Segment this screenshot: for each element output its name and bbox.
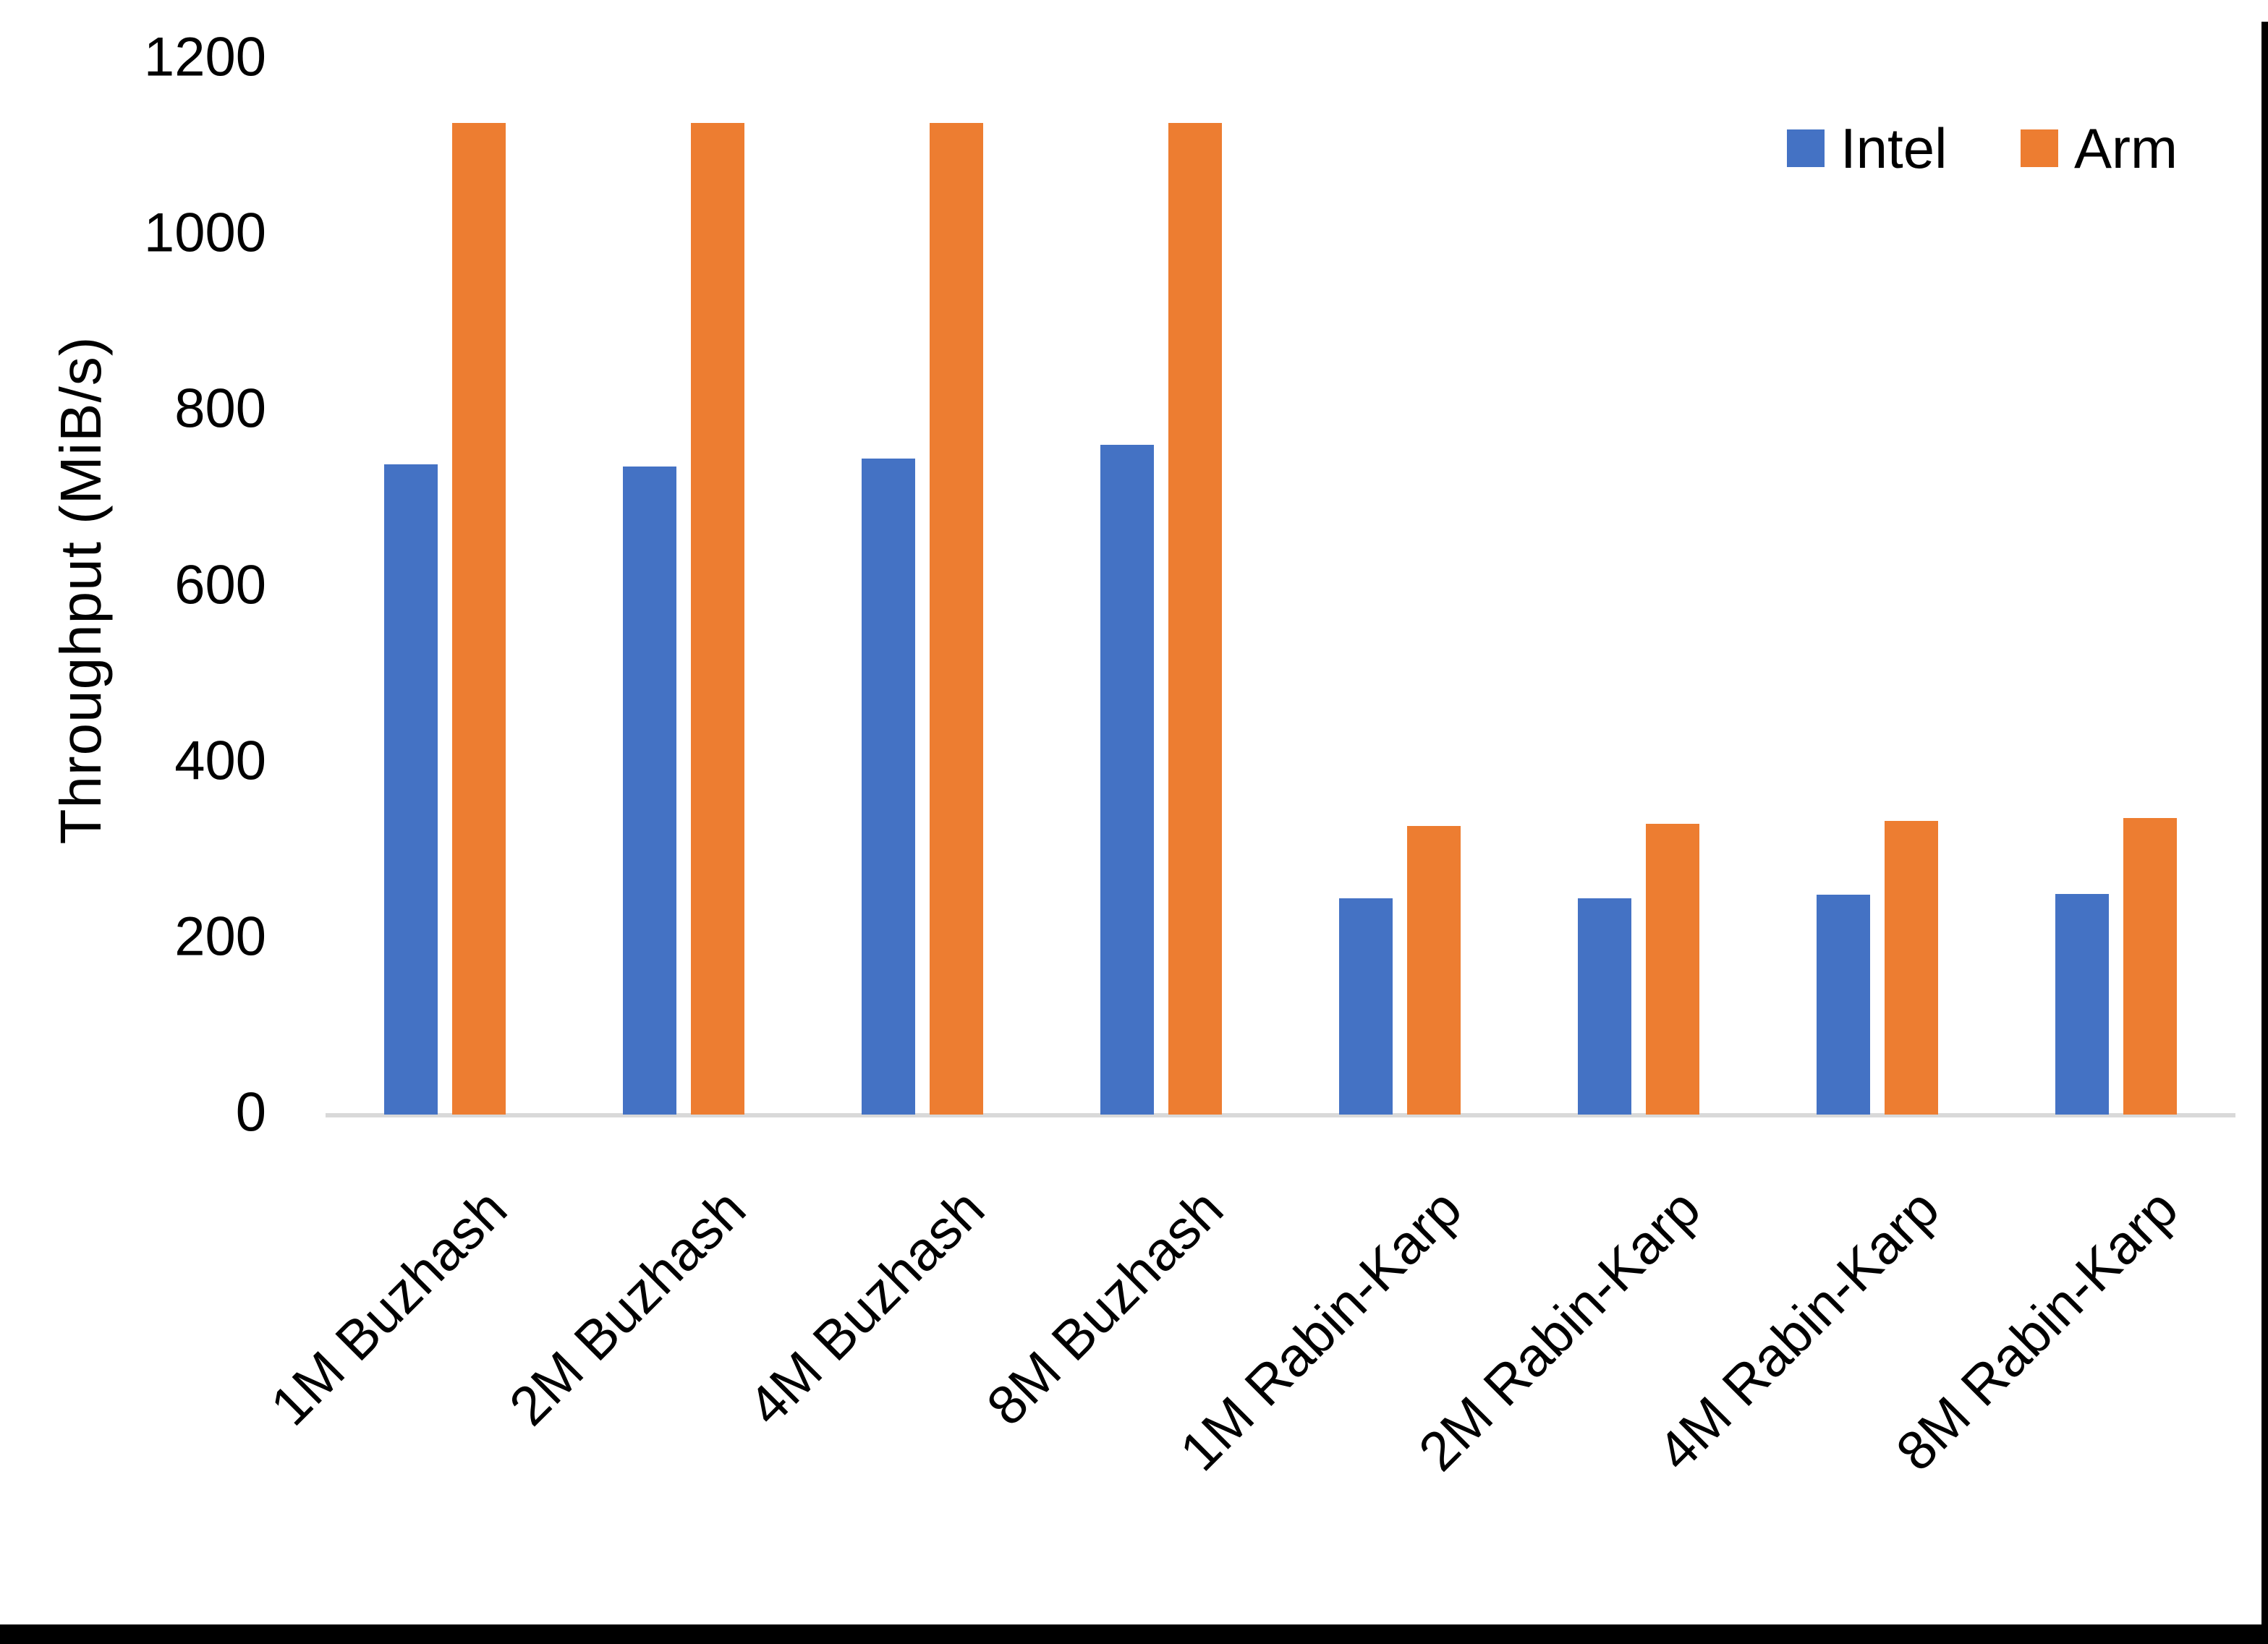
x-label-2m-buzhash: 2M Buzhash <box>497 1177 757 1438</box>
legend-item-intel: Intel <box>1787 120 1947 176</box>
bar-arm-2m-buzhash <box>691 123 744 1115</box>
bar-arm-8m-buzhash <box>1168 123 1222 1115</box>
bar-intel-4m-rabin-karp <box>1817 895 1870 1115</box>
y-tick-label-600: 600 <box>174 553 266 616</box>
legend-swatch-intel <box>1787 129 1825 167</box>
x-label-8m-buzhash: 8M Buzhash <box>974 1177 1235 1438</box>
y-tick-label-1200: 1200 <box>143 26 266 88</box>
y-tick-label-800: 800 <box>174 378 266 440</box>
slide-bottom-border <box>0 1624 2268 1644</box>
bar-arm-2m-rabin-karp <box>1646 824 1699 1115</box>
legend-item-arm: Arm <box>2021 120 2178 176</box>
bar-arm-4m-rabin-karp <box>1885 821 1938 1115</box>
bar-intel-8m-rabin-karp <box>2055 894 2109 1115</box>
legend-swatch-arm <box>2021 129 2058 167</box>
bar-intel-2m-buzhash <box>623 467 676 1115</box>
x-axis-line <box>326 1113 2235 1117</box>
bar-arm-1m-buzhash <box>452 123 506 1115</box>
legend-label-arm: Arm <box>2074 116 2178 180</box>
bar-intel-1m-rabin-karp <box>1339 898 1393 1115</box>
y-tick-label-1000: 1000 <box>143 202 266 264</box>
y-tick-label-400: 400 <box>174 730 266 792</box>
y-tick-label-200: 200 <box>174 906 266 968</box>
x-label-4m-buzhash: 4M Buzhash <box>736 1177 996 1438</box>
bar-intel-8m-buzhash <box>1100 445 1154 1115</box>
bar-intel-4m-buzhash <box>862 459 915 1115</box>
bar-intel-1m-buzhash <box>384 464 438 1115</box>
bar-arm-8m-rabin-karp <box>2123 818 2177 1115</box>
x-label-1m-buzhash: 1M Buzhash <box>258 1177 519 1438</box>
y-tick-label-0: 0 <box>235 1081 266 1143</box>
slide-right-border <box>2261 22 2268 1644</box>
bar-arm-4m-buzhash <box>930 123 983 1115</box>
bar-arm-1m-rabin-karp <box>1407 826 1461 1115</box>
legend-label-intel: Intel <box>1840 116 1948 180</box>
bar-intel-2m-rabin-karp <box>1578 898 1631 1115</box>
